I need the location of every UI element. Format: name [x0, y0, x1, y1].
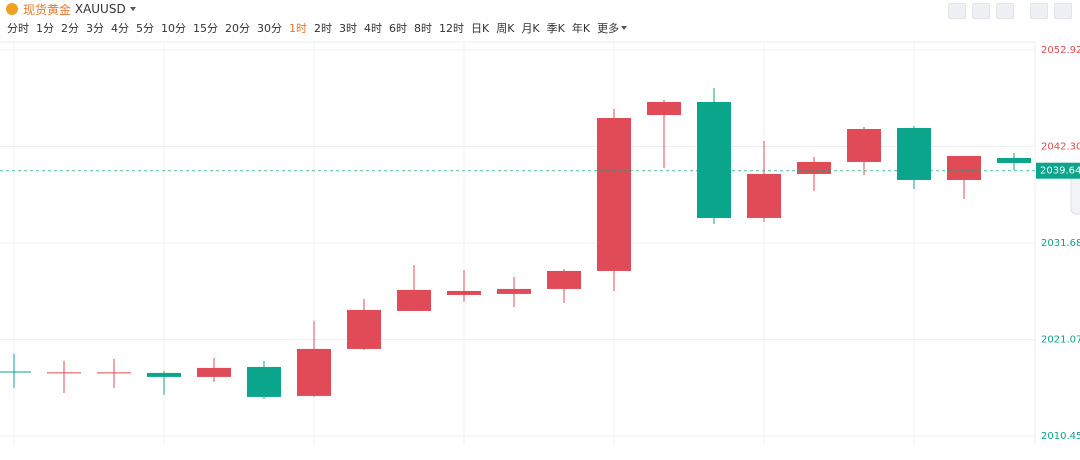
tool-button[interactable]	[1054, 3, 1072, 19]
candle-body	[597, 117, 631, 271]
period-option[interactable]: 3时	[339, 22, 357, 35]
tool-button[interactable]	[972, 3, 990, 19]
gold-icon	[6, 3, 18, 15]
period-option[interactable]: 8时	[414, 22, 432, 35]
period-option[interactable]: 分时	[7, 22, 29, 35]
candle-body	[697, 101, 731, 218]
period-option[interactable]: 2时	[314, 22, 332, 35]
period-option[interactable]: 更多	[597, 22, 620, 35]
period-option[interactable]: 2分	[61, 22, 79, 35]
candle-body	[147, 372, 181, 377]
period-bar: 分时 1分 2分 3分 4分 5分 10分 15分 20分 30分 1时 2时 3时 4时 6时 8时 12时日…	[7, 20, 628, 36]
last-price-label: 2039.64	[1040, 166, 1080, 177]
toolbar	[948, 3, 1072, 19]
period-option[interactable]: 4分	[111, 22, 129, 35]
tool-button[interactable]	[1030, 3, 1048, 19]
dropdown-arrow	[129, 7, 136, 11]
period-option[interactable]: 20分	[225, 22, 250, 35]
period-option[interactable]: 年K	[571, 22, 591, 35]
candle-body	[547, 270, 581, 289]
period-option[interactable]: 15分	[193, 22, 218, 35]
period-option[interactable]: 季K	[546, 22, 565, 35]
dropdown-arrow	[621, 26, 628, 30]
candle-body	[247, 366, 281, 397]
candle-body	[497, 288, 531, 294]
candle-body	[647, 101, 681, 115]
candle-body	[197, 367, 231, 377]
period-option[interactable]: 30分	[257, 22, 282, 35]
candle-body	[997, 157, 1031, 163]
candle-body	[97, 372, 131, 374]
title: 现货黄金	[23, 2, 72, 17]
period-option[interactable]: 1时	[289, 22, 307, 35]
symbol-bar[interactable]: 现货黄金 XAUUSD	[6, 1, 136, 17]
last-price-box	[1036, 162, 1080, 179]
period-option[interactable]: 12时	[439, 22, 464, 35]
y-tick-label: 2021.07	[1041, 334, 1080, 345]
candle-body	[347, 309, 381, 349]
period-option[interactable]: 4时	[364, 22, 382, 35]
period-option[interactable]: 1分	[36, 22, 54, 35]
y-tick-label: 2031.68	[1041, 238, 1080, 249]
candle-body	[747, 173, 781, 218]
tool-button[interactable]	[948, 3, 966, 19]
y-tick-label: 2010.45	[1041, 431, 1080, 442]
candle-body	[447, 290, 481, 295]
candle-body	[297, 348, 331, 396]
y-tick-label: 2042.30	[1041, 142, 1080, 153]
period-option[interactable]: 3分	[86, 22, 104, 35]
candle-body	[397, 289, 431, 311]
candle-body	[847, 128, 881, 162]
candle-body	[897, 127, 931, 180]
candle-body	[47, 372, 81, 374]
y-tick-label: 2052.92	[1041, 45, 1080, 56]
tool-button[interactable]	[996, 3, 1014, 19]
period-option[interactable]: 月K	[521, 22, 540, 35]
period-option[interactable]: 周K	[496, 22, 515, 35]
period-option[interactable]: 5分	[136, 22, 154, 35]
candle-body	[947, 155, 981, 180]
candle-body	[797, 161, 831, 174]
period-option[interactable]: 6时	[389, 22, 407, 35]
candle-body	[0, 371, 31, 373]
period-option[interactable]: 日K	[471, 22, 490, 35]
symbol: XAUUSD	[74, 2, 126, 16]
period-option[interactable]: 10分	[161, 22, 186, 35]
